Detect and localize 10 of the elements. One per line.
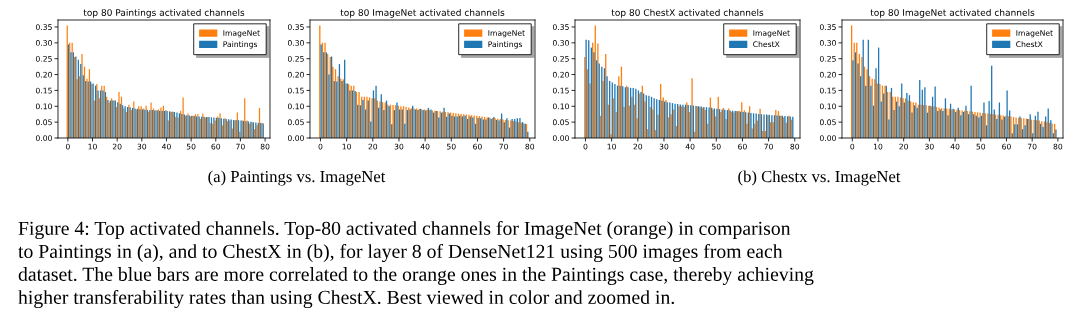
caption: Figure 4: Top activated channels. Top-80 activated channels for ImageNet (orange) in comparison <box>18 220 791 240</box>
text: dataset. The blue bars are more correlated to the orange ones in the Paintings case, thereby achieving <box>18 267 814 285</box>
chart-title: top 80 Paintings activated channels <box>83 8 245 18</box>
chart-title: top 80 ChestX activated channels <box>611 8 764 18</box>
text: (b) Chestx vs. ImageNet <box>738 170 901 186</box>
text: to Paintings in (a), and to ChestX in (b), for layer 8 of DenseNet121 using 500 images from each <box>18 243 783 263</box>
text: (a) Paintings vs. ImageNet <box>208 170 386 186</box>
text: higher transferability rates than using ChestX. Best viewed in color and zoomed in. <box>18 289 674 309</box>
chart-title: top 80 ImageNet activated channels <box>340 8 505 18</box>
chart-title: top 80 ImageNet activated channels <box>870 8 1035 18</box>
